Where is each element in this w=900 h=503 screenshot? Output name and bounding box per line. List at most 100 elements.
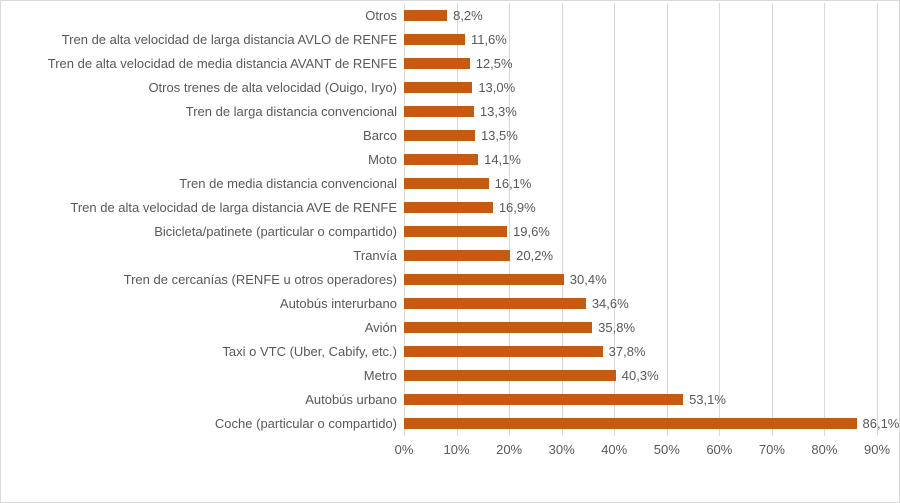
value-label: 20,2%: [516, 247, 554, 263]
bar-zone: 34,6%: [404, 296, 877, 311]
bar: [404, 225, 507, 237]
value-label: 16,1%: [494, 175, 532, 191]
x-tick-label: 60%: [706, 442, 733, 457]
bar: [404, 249, 511, 261]
value-label: 19,6%: [513, 223, 550, 239]
chart-row: Tren de larga distancia convencional 13,3…: [1, 99, 899, 123]
value-label: 30,4%: [569, 271, 607, 287]
value-label: 12,5%: [475, 55, 513, 71]
value-label: 35,8%: [598, 319, 636, 335]
bar: [404, 201, 493, 213]
bar: [404, 129, 475, 141]
value-label: 11,6%: [470, 31, 507, 47]
chart-row: Bicicleta/patinete (particular o compart…: [1, 219, 899, 243]
bar-zone: 13,3%: [404, 104, 877, 119]
bar-zone: 8,2%: [404, 8, 877, 23]
bar-zone: 86,1%: [404, 416, 899, 431]
bar-zone: 11,6%: [404, 32, 877, 47]
chart-row: Autobús interurbano 34,6%: [1, 291, 899, 315]
chart-row: Moto 14,1%: [1, 147, 899, 171]
bar: [404, 33, 465, 45]
gridlines: [404, 3, 878, 436]
category-label: Avión: [364, 319, 397, 335]
bar-zone: 53,1%: [404, 392, 877, 407]
category-label: Coche (particular o compartido): [214, 415, 397, 431]
bar-zone: 20,2%: [404, 248, 877, 263]
value-label: 13,3%: [479, 103, 517, 119]
chart-row: Otros trenes de alta velocidad (Ouigo, I…: [1, 75, 899, 99]
gridline: [456, 3, 458, 436]
category-label: Tren de cercanías (RENFE u otros operado…: [123, 271, 397, 287]
x-tick-label: 90%: [863, 442, 891, 457]
bar-zone: 37,8%: [404, 344, 877, 359]
chart-row: Tren de alta velocidad de larga distanci…: [1, 195, 899, 219]
bar-zone: 40,3%: [404, 368, 877, 383]
bar: [404, 81, 473, 93]
value-label: 13,5%: [480, 127, 518, 143]
category-label: Tren de media distancia convencional: [179, 175, 397, 191]
chart-row: Coche (particular o compartido) 86,1%: [1, 411, 899, 435]
bar: [404, 273, 564, 285]
bar-zone: 16,1%: [404, 176, 877, 191]
x-tick-label: 20%: [496, 442, 523, 457]
gridline: [719, 3, 721, 436]
value-label: 53,1%: [689, 391, 726, 407]
chart-row: Otros 8,2%: [1, 3, 899, 27]
bar: [404, 9, 448, 21]
category-label: Taxi o VTC (Uber, Cabify, etc.): [222, 343, 397, 359]
chart-row: Autobús urbano 53,1%: [1, 387, 899, 411]
chart-row: Tren de media distancia convencional 16,1…: [1, 171, 899, 195]
bar: [404, 105, 474, 117]
bar-zone: 12,5%: [404, 56, 877, 71]
x-tick-label: 0%: [394, 442, 414, 457]
bar-zone: 14,1%: [404, 152, 877, 167]
chart-row: Barco 13,5%: [1, 123, 899, 147]
x-axis: 0% 10% 20% 30% 40% 50% 60% 70% 80% 90%: [395, 442, 890, 460]
chart-rows: Otros 8,2% Tren de alta velocidad de larga…: [1, 3, 899, 435]
gridline: [824, 3, 826, 436]
bar: [404, 57, 470, 69]
category-label: Autobús urbano: [305, 391, 397, 407]
bar-zone: 30,4%: [404, 272, 877, 287]
gridline: [404, 3, 405, 436]
category-label: Moto: [368, 151, 397, 167]
chart-row: Tren de alta velocidad de larga distanci…: [1, 27, 899, 51]
category-label: Tren de alta velocidad de media distanci…: [47, 55, 397, 71]
gridline: [666, 3, 668, 436]
category-label: Tranvía: [353, 247, 397, 263]
x-tick-label: 80%: [811, 442, 838, 457]
bar: [404, 393, 684, 405]
bar-zone: 16,9%: [404, 200, 877, 215]
value-label: 8,2%: [453, 7, 483, 23]
chart-row: Tranvía 20,2%: [1, 243, 899, 267]
x-tick-label: 50%: [653, 442, 680, 457]
x-tick-label: 70%: [758, 442, 785, 457]
bar-zone: 35,8%: [404, 320, 877, 335]
gridline: [771, 3, 773, 436]
bar-zone: 13,0%: [404, 80, 877, 95]
bar: [404, 297, 586, 309]
value-label: 13,0%: [478, 79, 516, 95]
chart-row: Tren de cercanías (RENFE u otros operado…: [1, 267, 899, 291]
bar: [404, 321, 593, 333]
bar: [404, 153, 479, 165]
category-label: Metro: [363, 367, 397, 383]
x-tick-label: 30%: [548, 442, 575, 457]
chart-row: Tren de alta velocidad de media distanci…: [1, 51, 899, 75]
chart-row: Metro 40,3%: [1, 363, 899, 387]
x-tick-label: 10%: [443, 442, 470, 457]
gridline: [877, 3, 878, 436]
category-label: Tren de alta velocidad de larga distanci…: [70, 199, 397, 215]
value-label: 16,9%: [498, 199, 536, 215]
x-tick-label: 40%: [601, 442, 628, 457]
gridline: [509, 3, 511, 436]
bar-zone: 13,5%: [404, 128, 877, 143]
bar-zone: 19,6%: [404, 224, 877, 239]
category-label: Otros trenes de alta velocidad (Ouigo, I…: [148, 79, 397, 95]
category-label: Tren de larga distancia convencional: [185, 103, 397, 119]
value-label: 34,6%: [591, 295, 629, 311]
value-label: 14,1%: [484, 151, 521, 167]
category-label: Barco: [363, 127, 397, 143]
value-label: 40,3%: [621, 367, 659, 383]
